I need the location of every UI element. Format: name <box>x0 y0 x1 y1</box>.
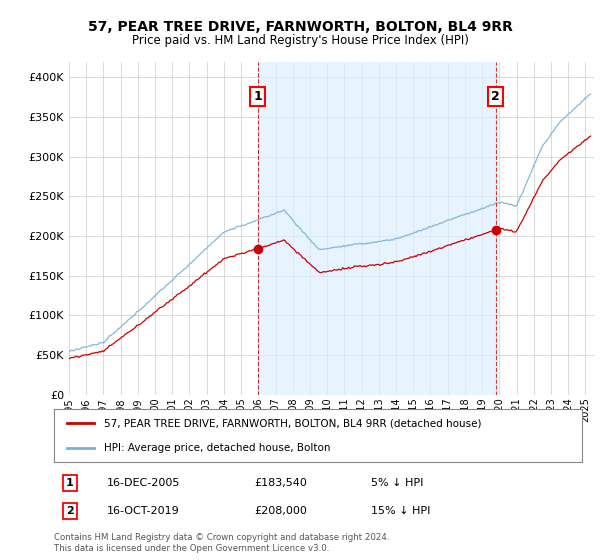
Bar <box>257 62 496 395</box>
Text: 16-DEC-2005: 16-DEC-2005 <box>107 478 180 488</box>
Text: 15% ↓ HPI: 15% ↓ HPI <box>371 506 430 516</box>
Text: £183,540: £183,540 <box>254 478 308 488</box>
Text: 57, PEAR TREE DRIVE, FARNWORTH, BOLTON, BL4 9RR: 57, PEAR TREE DRIVE, FARNWORTH, BOLTON, … <box>88 20 512 34</box>
Text: 1: 1 <box>66 478 74 488</box>
Text: 57, PEAR TREE DRIVE, FARNWORTH, BOLTON, BL4 9RR (detached house): 57, PEAR TREE DRIVE, FARNWORTH, BOLTON, … <box>104 418 482 428</box>
Text: 1: 1 <box>253 90 262 103</box>
Text: £208,000: £208,000 <box>254 506 308 516</box>
Text: Contains HM Land Registry data © Crown copyright and database right 2024.
This d: Contains HM Land Registry data © Crown c… <box>54 533 389 553</box>
Text: 2: 2 <box>66 506 74 516</box>
Text: Price paid vs. HM Land Registry's House Price Index (HPI): Price paid vs. HM Land Registry's House … <box>131 34 469 46</box>
Text: HPI: Average price, detached house, Bolton: HPI: Average price, detached house, Bolt… <box>104 442 331 452</box>
Text: 5% ↓ HPI: 5% ↓ HPI <box>371 478 423 488</box>
Text: 2: 2 <box>491 90 500 103</box>
Text: 16-OCT-2019: 16-OCT-2019 <box>107 506 179 516</box>
